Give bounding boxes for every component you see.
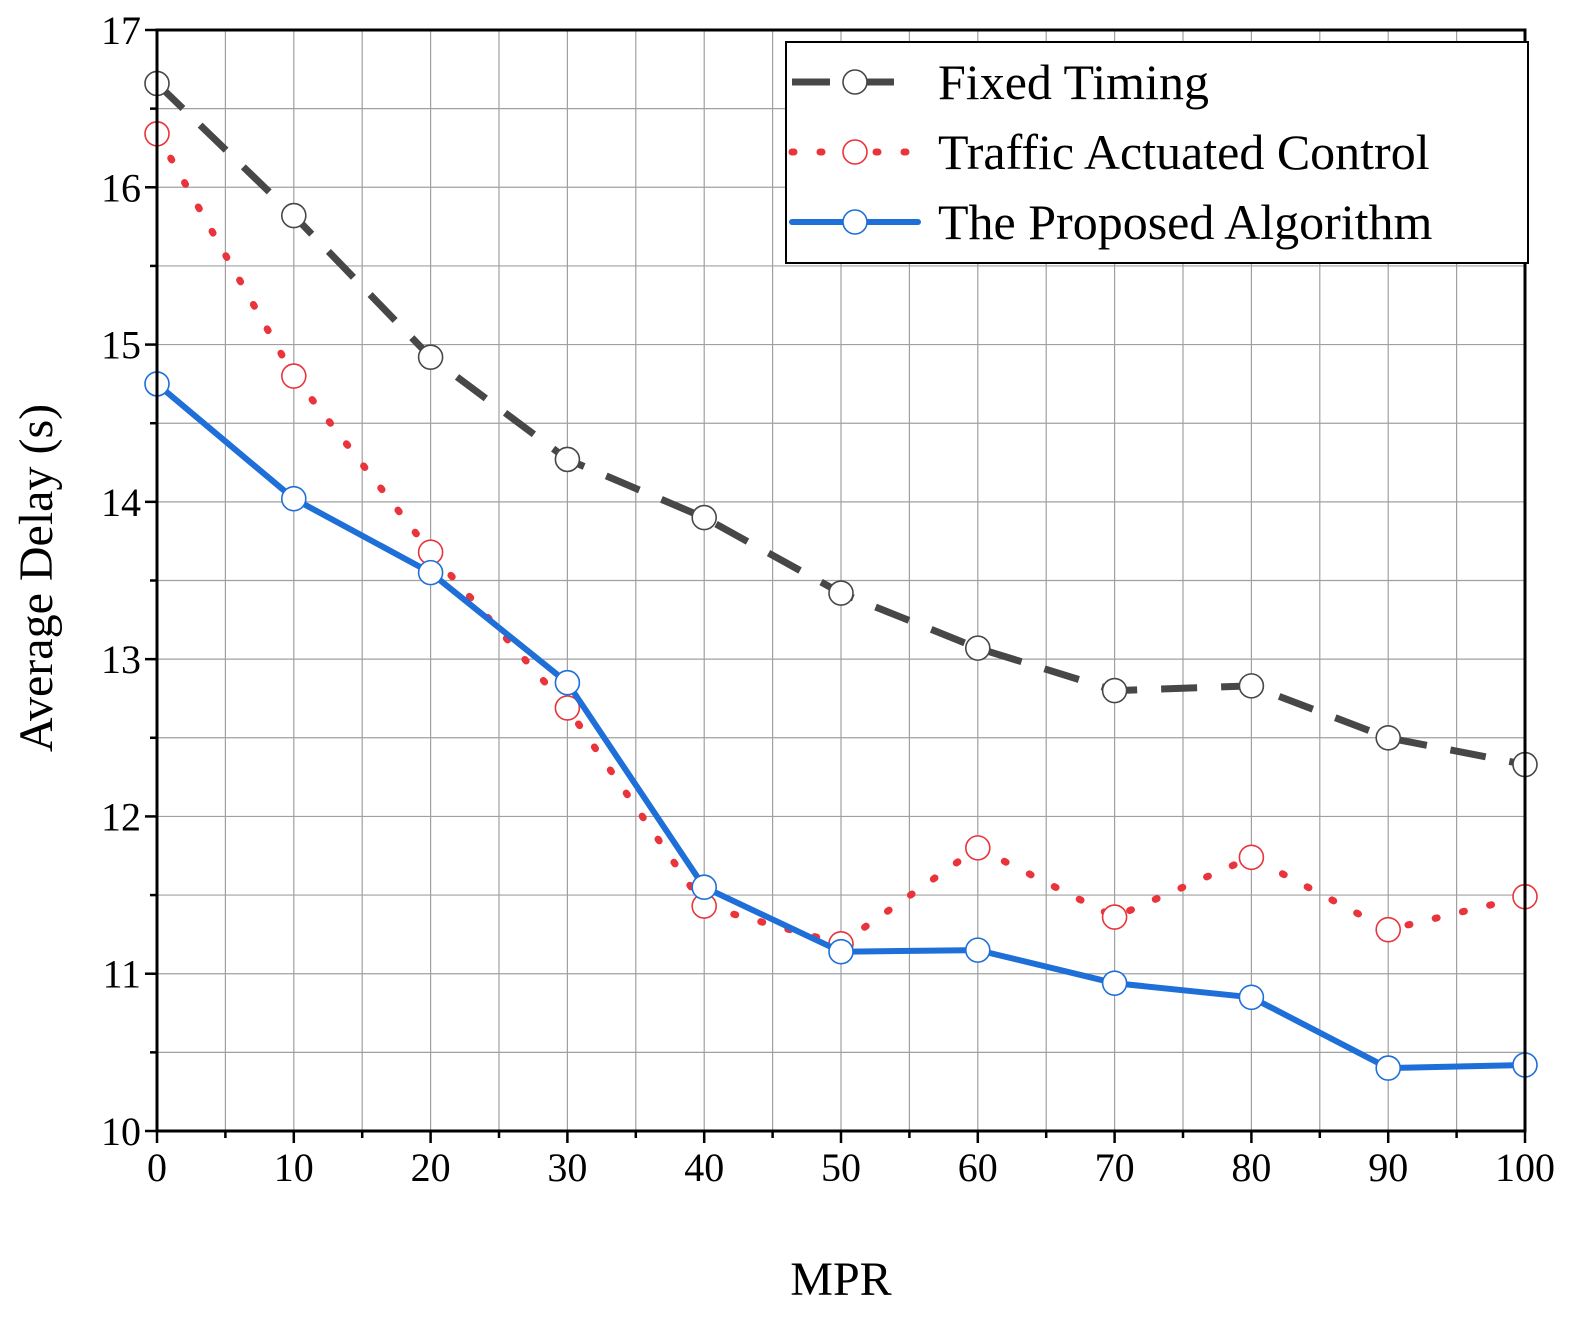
data-point-proposed [964,937,991,963]
data-point-traffic-actuated [554,695,581,721]
series-group [144,70,1538,1081]
x-tick-label: 100 [1495,1145,1555,1190]
x-tick-label: 10 [274,1145,314,1190]
x-tick-label: 20 [411,1145,451,1190]
x-tick-label: 60 [958,1145,998,1190]
legend-label-proposed: The Proposed Algorithm [938,194,1433,250]
data-point-proposed [554,669,581,696]
y-tick-label: 12 [101,794,141,839]
x-tick-label: 30 [547,1145,587,1190]
legend-label-traffic-actuated: Traffic Actuated Control [938,124,1430,180]
y-tick-label: 14 [101,480,141,525]
data-point-fixed-timing [1101,677,1128,704]
data-point-fixed-timing [964,635,991,661]
legend-marker-fixed-timing [842,69,868,95]
x-tick-label: 40 [684,1145,724,1190]
data-point-fixed-timing [554,446,581,473]
data-point-proposed [1238,984,1265,1011]
legend: Fixed Timing Traffic Actuated Control Th… [785,41,1529,264]
data-point-fixed-timing [280,202,307,229]
data-point-traffic-actuated [1101,904,1128,930]
data-point-traffic-actuated [1375,916,1401,943]
legend-box [785,41,1529,264]
data-point-proposed [280,485,307,512]
data-point-traffic-actuated [280,363,307,389]
data-point-fixed-timing [691,504,718,531]
x-tick-label: 70 [1095,1145,1135,1190]
series-fixed-timing [144,70,1538,778]
x-axis-title: MPR [790,1253,891,1306]
y-tick-label: 15 [101,323,141,368]
data-point-fixed-timing [828,580,854,606]
data-point-proposed [828,938,854,965]
y-tick-label: 10 [101,1109,141,1154]
data-point-traffic-actuated [1238,844,1265,871]
data-point-proposed [1101,970,1128,996]
legend-marker-traffic-actuated [842,139,868,165]
axes [145,28,1527,1143]
data-point-traffic-actuated [964,835,991,861]
x-tick-label: 80 [1231,1145,1271,1190]
data-point-proposed [1375,1055,1401,1081]
y-tick-label: 16 [101,165,141,210]
x-tick-label: 50 [821,1145,861,1190]
legend-marker-proposed [842,209,868,235]
data-point-fixed-timing [417,344,444,370]
data-point-fixed-timing [1238,673,1265,699]
y-axis-title: Average Delay (s) [10,404,63,752]
y-tick-label: 13 [101,637,141,682]
y-tick-label: 11 [102,952,141,997]
data-point-proposed [691,874,718,901]
y-tick-label: 17 [101,8,141,53]
x-tick-label: 0 [147,1145,167,1190]
data-point-fixed-timing [1375,724,1401,751]
x-tick-label: 90 [1368,1145,1408,1190]
legend-label-fixed-timing: Fixed Timing [938,54,1209,110]
data-point-proposed [417,559,444,586]
